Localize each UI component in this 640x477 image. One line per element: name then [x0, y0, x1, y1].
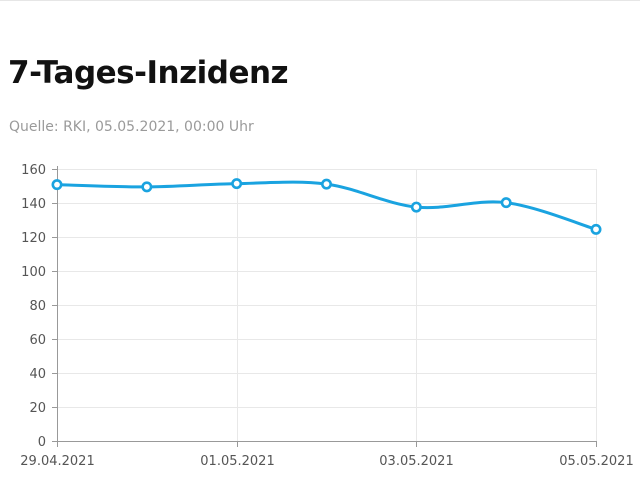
- y-tick-label: 40: [29, 367, 46, 382]
- data-point[interactable]: [590, 223, 602, 235]
- data-point[interactable]: [410, 201, 422, 213]
- y-tick-label: 60: [29, 333, 46, 348]
- data-point[interactable]: [141, 181, 153, 193]
- x-tick-label: 03.05.2021: [379, 454, 453, 469]
- y-tick-label: 20: [29, 401, 46, 416]
- y-tick-label: 140: [21, 197, 46, 212]
- data-point[interactable]: [231, 178, 243, 190]
- x-tick-label: 29.04.2021: [20, 454, 94, 469]
- top-divider: [0, 0, 640, 1]
- y-tick-label: 160: [21, 163, 46, 178]
- chart-source: Quelle: RKI, 05.05.2021, 00:00 Uhr: [9, 119, 254, 135]
- data-point[interactable]: [500, 197, 512, 209]
- series: [51, 178, 602, 235]
- x-tick-labels: 29.04.2021 01.05.2021 03.05.2021 05.05.2021: [20, 454, 633, 469]
- chart-title: 7-Tages-Inzidenz: [8, 55, 289, 91]
- y-tick-label: 80: [29, 299, 46, 314]
- data-point[interactable]: [320, 178, 332, 190]
- y-tick-label: 120: [21, 231, 46, 246]
- y-tick-label: 100: [21, 265, 46, 280]
- x-tick-label: 05.05.2021: [559, 454, 633, 469]
- y-tick-label: 0: [38, 435, 46, 450]
- axes: [52, 166, 597, 447]
- y-tick-labels: 0 20 40 60 80 100 120 140 160: [21, 163, 46, 450]
- data-point[interactable]: [51, 179, 63, 191]
- grid-lines: [57, 169, 597, 441]
- x-tick-label: 01.05.2021: [200, 454, 274, 469]
